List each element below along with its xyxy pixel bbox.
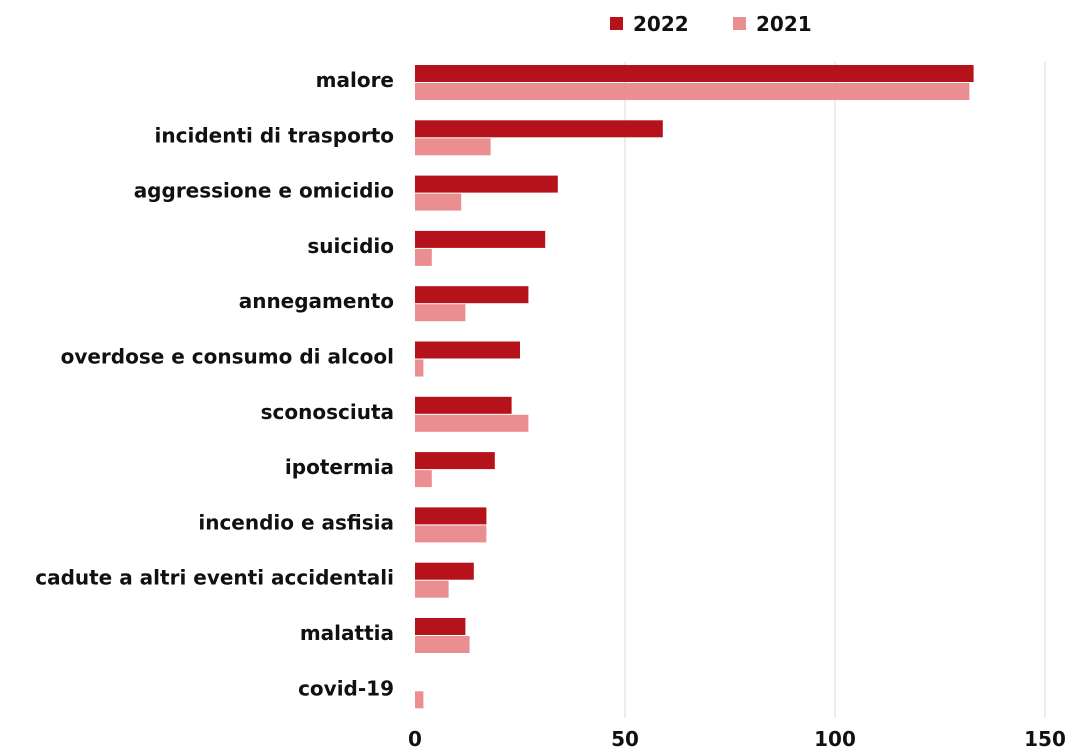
category-labels: malore incidenti di trasporto aggressione … — [35, 68, 394, 700]
category-label: malore — [316, 68, 394, 92]
x-axis-tick-labels: 0 50 100 150 — [408, 727, 1066, 749]
category-label: covid-19 — [298, 676, 394, 700]
bar-2021-1 — [415, 138, 491, 156]
legend-swatch-2022 — [610, 17, 623, 30]
category-label: sconosciuta — [261, 400, 394, 424]
x-tick-label: 50 — [611, 727, 639, 749]
x-tick-label: 0 — [408, 727, 422, 749]
legend-swatch-2021 — [733, 17, 746, 30]
bar-2022-5 — [415, 341, 520, 359]
bar-2022-6 — [415, 396, 512, 414]
category-label: incendio e asfisia — [198, 510, 394, 534]
bar-2021-0 — [415, 83, 970, 100]
bar-2022-4 — [415, 286, 529, 304]
bar-2022-9 — [415, 562, 474, 580]
category-label: ipotermia — [285, 455, 394, 479]
bar-2022-10 — [415, 618, 466, 635]
bar-2021-5 — [415, 359, 424, 377]
x-tick-label: 100 — [814, 727, 856, 749]
category-label: malattia — [300, 621, 394, 645]
bar-2022-0 — [415, 65, 974, 82]
legend-label-2021: 2021 — [756, 12, 812, 36]
category-label: aggressione e omicidio — [134, 179, 394, 203]
chart-legend: 2022 2021 — [610, 12, 812, 36]
legend-label-2022: 2022 — [633, 12, 689, 36]
bar-2022-7 — [415, 452, 495, 470]
bar-2021-10 — [415, 636, 470, 653]
x-tick-label: 150 — [1024, 727, 1066, 749]
bar-2022-8 — [415, 507, 487, 525]
bar-2021-9 — [415, 580, 449, 598]
category-label: overdose e consumo di alcool — [61, 345, 394, 369]
bar-2022-2 — [415, 175, 558, 193]
category-label: annegamento — [239, 289, 394, 313]
chart-gridlines — [624, 62, 1046, 718]
bar-2022-3 — [415, 230, 546, 248]
bar-2021-2 — [415, 193, 462, 211]
category-label: cadute a altri eventi accidentali — [35, 566, 394, 590]
bar-2021-4 — [415, 304, 466, 322]
bar-2021-11 — [415, 691, 424, 709]
bar-2021-8 — [415, 525, 487, 543]
bar-2021-7 — [415, 470, 432, 488]
bar-2021-6 — [415, 414, 529, 432]
bar-2022-1 — [415, 120, 663, 138]
chart-bars — [415, 65, 974, 709]
category-label: suicidio — [307, 234, 394, 258]
category-label: incidenti di trasporto — [155, 123, 394, 147]
bar-2021-3 — [415, 248, 432, 266]
